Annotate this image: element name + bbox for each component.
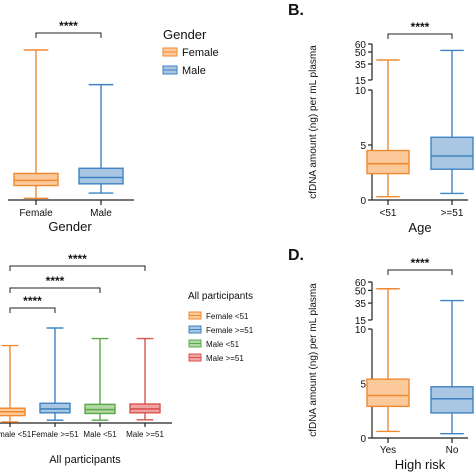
c-sig-2-bracket [10, 288, 100, 293]
b-box-1 [431, 50, 473, 193]
c-sig-1-label: **** [23, 294, 42, 308]
b-x-ticklabel-0: <51 [380, 208, 397, 219]
c-sig-1-bracket [10, 308, 55, 313]
d-y-ticklabel-60: 60 [355, 278, 367, 289]
d-sig-label: **** [411, 256, 430, 270]
d-y-ticklabel-35: 35 [355, 299, 367, 310]
a-box-0 [14, 50, 58, 198]
d-y-title: cfDNA amount (ng) per mL plasma [308, 283, 319, 437]
legend-gender-item-1: Male [182, 65, 206, 77]
d-y-ticklabel-5: 5 [360, 380, 366, 391]
a-sig-label: **** [59, 19, 78, 33]
d-x-title: High risk [395, 457, 446, 472]
d-y-ticklabel-15: 15 [355, 316, 367, 327]
a-box-1 [79, 85, 123, 193]
b-panel-label: B. [288, 2, 304, 19]
a-sig-bracket [36, 33, 101, 38]
c-sig-2-label: **** [46, 274, 65, 288]
a-box-1-iqr [79, 168, 123, 184]
d-box-1-iqr [431, 387, 473, 413]
b-y-title: cfDNA amount (ng) per mL plasma [308, 45, 319, 199]
b-y-ticklabel-35: 35 [355, 60, 367, 71]
legend-all-title: All participants [188, 291, 253, 302]
b-box-0-iqr [367, 151, 409, 174]
b-sig-label: **** [411, 20, 430, 34]
a-x-ticklabel-1: Male [90, 208, 112, 219]
c-x-title: All participants [49, 454, 121, 466]
c-x-ticklabel-3: Male >=51 [126, 430, 164, 439]
a-x-ticklabel-0: Female [19, 208, 53, 219]
d-y-ticklabel-0: 0 [360, 434, 366, 445]
b-x-title: Age [408, 220, 431, 235]
b-sig-bracket [388, 34, 452, 39]
c-box-3 [130, 339, 160, 420]
c-x-ticklabel-0: Female <51 [0, 430, 32, 439]
d-box-1 [431, 301, 473, 434]
a-box-0-iqr [14, 173, 58, 185]
b-box-0 [367, 60, 409, 197]
c-box-1-iqr [40, 403, 70, 413]
b-y-ticklabel-10: 10 [355, 86, 367, 97]
d-box-0-iqr [367, 379, 409, 406]
legend-all-item-3: Male >=51 [206, 354, 244, 363]
d-x-ticklabel-1: No [446, 445, 459, 456]
d-sig-bracket [388, 270, 452, 275]
b-y-ticklabel-0: 0 [360, 196, 366, 207]
c-x-ticklabel-1: Female >=51 [31, 430, 79, 439]
c-sig-3-bracket [10, 266, 145, 271]
c-box-1 [40, 328, 70, 420]
c-box-0 [0, 346, 25, 422]
d-x-ticklabel-0: Yes [380, 445, 396, 456]
d-box-0 [367, 289, 409, 432]
legend-gender-item-0: Female [182, 47, 219, 59]
legend-gender-title: Gender [163, 27, 207, 42]
c-x-ticklabel-2: Male <51 [83, 430, 117, 439]
c-sig-3-label: **** [68, 252, 87, 266]
legend-all-item-1: Female >=51 [206, 326, 254, 335]
b-y-ticklabel-15: 15 [355, 76, 367, 87]
b-box-1-iqr [431, 137, 473, 169]
b-y-ticklabel-60: 60 [355, 40, 367, 51]
b-y-ticklabel-5: 5 [360, 141, 366, 152]
legend-all-item-0: Female <51 [206, 312, 249, 321]
c-box-2 [85, 339, 115, 421]
legend-all-item-2: Male <51 [206, 340, 240, 349]
a-x-title: Gender [48, 219, 92, 234]
d-panel-label: D. [288, 247, 304, 264]
b-x-ticklabel-1: >=51 [441, 208, 464, 219]
